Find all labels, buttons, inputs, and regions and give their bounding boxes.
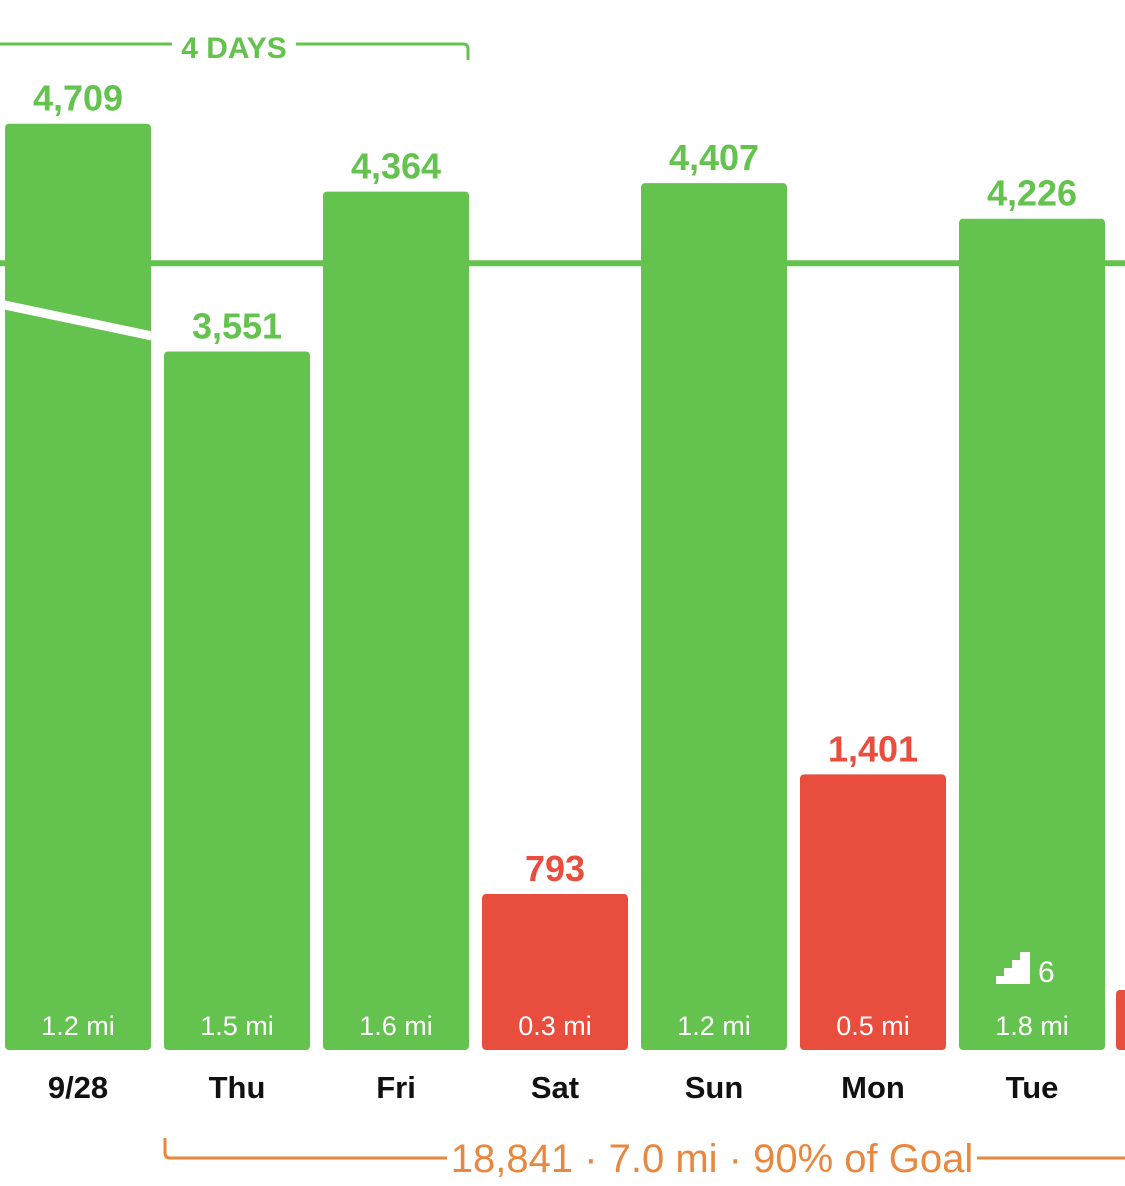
- summary-text: 18,841 · 7.0 mi · 90% of Goal: [451, 1137, 974, 1181]
- bar-distance-label: 1.2 mi: [677, 1011, 751, 1041]
- bars: 4,709 1.2 mi 9/28 3,551 1.5 mi Thu 4,364 1.6 mi…: [5, 78, 1125, 1105]
- x-axis-label: Sat: [531, 1070, 579, 1105]
- bar-mon[interactable]: [800, 774, 946, 1050]
- bar-distance-label: 1.2 mi: [41, 1011, 115, 1041]
- bar-9-28[interactable]: [5, 123, 151, 1051]
- x-axis-label: Fri: [376, 1070, 416, 1105]
- bar-sat[interactable]: [482, 894, 628, 1050]
- bar-value-label: 793: [525, 848, 585, 889]
- bar-thu[interactable]: [164, 351, 310, 1050]
- stairs-icon: [996, 952, 1030, 984]
- x-axis-label: Tue: [1006, 1070, 1059, 1105]
- x-axis-label: Mon: [841, 1070, 905, 1105]
- x-axis-label: Thu: [209, 1070, 266, 1105]
- x-axis-label: Sun: [685, 1070, 744, 1105]
- bar-value-label: 1,401: [828, 728, 918, 769]
- x-axis-label: 9/28: [48, 1070, 108, 1105]
- bar-value-label: 4,364: [351, 146, 441, 187]
- bar-distance-label: 1.8 mi: [995, 1011, 1069, 1041]
- bar-distance-label: 1.6 mi: [359, 1011, 433, 1041]
- summary-bracket-line: [163, 1138, 1125, 1160]
- bar-distance-label: 0.3 mi: [518, 1011, 592, 1041]
- bar-value-label: 4,226: [987, 173, 1077, 214]
- stairs-count: 6: [1038, 956, 1055, 989]
- streak-bracket-line: [0, 42, 470, 60]
- bar-value-label: 3,551: [192, 306, 282, 347]
- stairs-icon-shape: [996, 952, 1030, 984]
- summary-bracket: 18,841 · 7.0 mi · 90% of Goal: [163, 1137, 1125, 1181]
- bar-fri[interactable]: [323, 191, 469, 1050]
- bar-partial-next[interactable]: [1116, 990, 1125, 1050]
- bar-sun[interactable]: [641, 183, 787, 1051]
- bar-value-label: 4,407: [669, 137, 759, 178]
- bar-value-label: 4,709: [33, 78, 123, 119]
- streak-bracket: 4 DAYS: [0, 32, 470, 65]
- bar-tue[interactable]: [959, 218, 1105, 1051]
- streak-label: 4 DAYS: [181, 32, 287, 65]
- trend-line: [0, 299, 153, 341]
- bar-distance-label: 0.5 mi: [836, 1011, 910, 1041]
- bar-distance-label: 1.5 mi: [200, 1011, 274, 1041]
